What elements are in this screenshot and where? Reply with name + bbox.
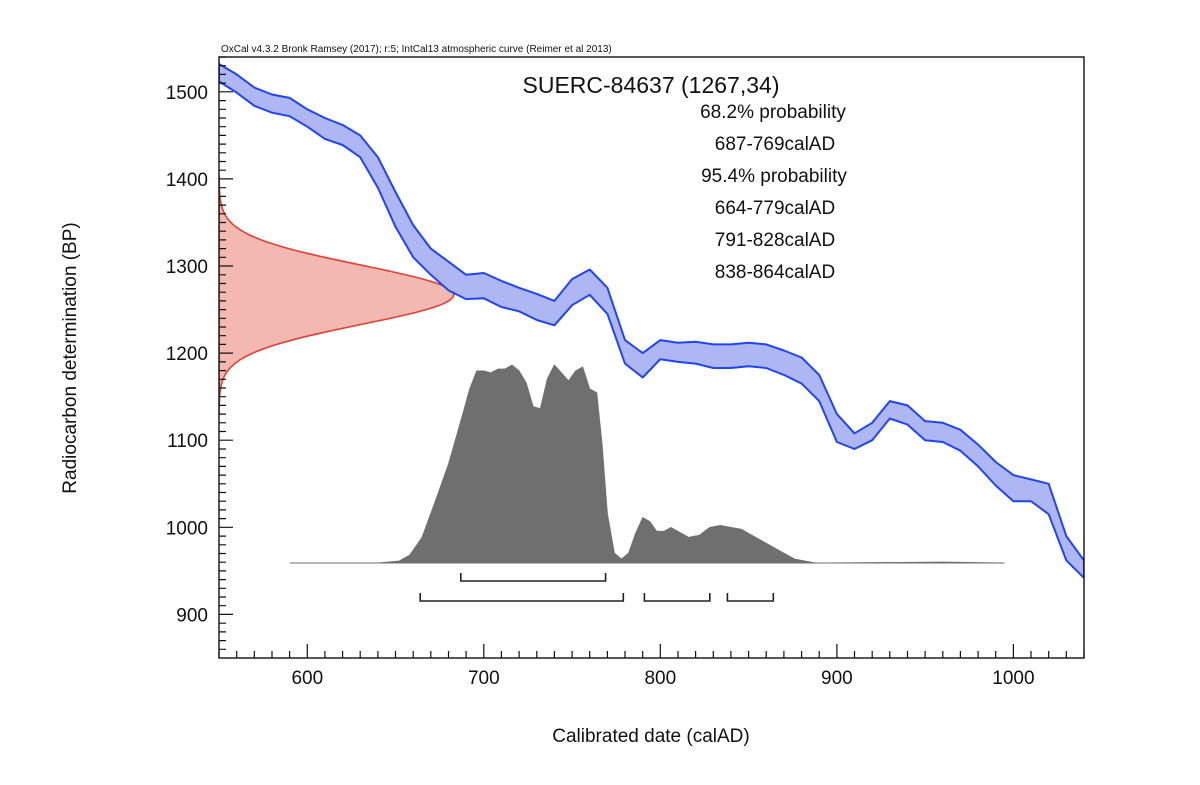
chart-title: SUERC-84637 (1267,34) bbox=[523, 72, 780, 98]
range-annotations: 68.2% probability 687-769calAD 95.4% pro… bbox=[700, 102, 847, 283]
y-axis-label: Radiocarbon determination (BP) bbox=[60, 222, 81, 493]
y-tick-label: 1100 bbox=[167, 431, 208, 452]
x-tick-label: 600 bbox=[291, 668, 323, 689]
annotation-95-heading: 95.4% probability bbox=[701, 166, 847, 187]
annotation-95-range-3: 838-864calAD bbox=[715, 262, 835, 283]
y-tick-label: 1200 bbox=[166, 344, 208, 365]
x-tick-labels: 600 700 800 900 1000 bbox=[291, 668, 1034, 689]
tick-marks bbox=[218, 56, 1085, 658]
posterior-distribution-area bbox=[289, 364, 1005, 564]
annotation-68-heading: 68.2% probability bbox=[700, 102, 846, 123]
range-95-bracket-1 bbox=[419, 593, 625, 602]
x-tick-label: 900 bbox=[821, 668, 853, 689]
oxcal-credit: OxCal v4.3.2 Bronk Ramsey (2017); r:5; I… bbox=[221, 44, 612, 55]
annotation-95-range-1: 664-779calAD bbox=[715, 198, 835, 219]
plot-frame bbox=[218, 56, 1085, 659]
probability-range-brackets bbox=[419, 573, 775, 602]
y-tick-labels: 900 1000 1100 1200 1300 1400 1500 bbox=[166, 83, 208, 627]
y-tick-label: 1300 bbox=[166, 257, 208, 278]
axis-ticks bbox=[218, 56, 1085, 658]
y-tick-label: 1400 bbox=[166, 170, 208, 191]
range-95-bracket-3 bbox=[726, 593, 775, 602]
annotation-68-range: 687-769calAD bbox=[715, 134, 835, 155]
range-95-bracket-2 bbox=[643, 593, 711, 602]
y-tick-label: 900 bbox=[176, 605, 208, 626]
annotation-95-range-2: 791-828calAD bbox=[715, 230, 835, 251]
calibration-curve-band bbox=[219, 63, 1084, 579]
x-tick-label: 700 bbox=[468, 668, 500, 689]
x-axis-label: Calibrated date (calAD) bbox=[552, 726, 749, 747]
x-tick-label: 800 bbox=[644, 668, 676, 689]
x-tick-label: 1000 bbox=[992, 668, 1034, 689]
range-68-bracket-1 bbox=[460, 573, 607, 582]
y-tick-label: 1000 bbox=[166, 518, 208, 539]
y-tick-label: 1500 bbox=[166, 83, 208, 104]
